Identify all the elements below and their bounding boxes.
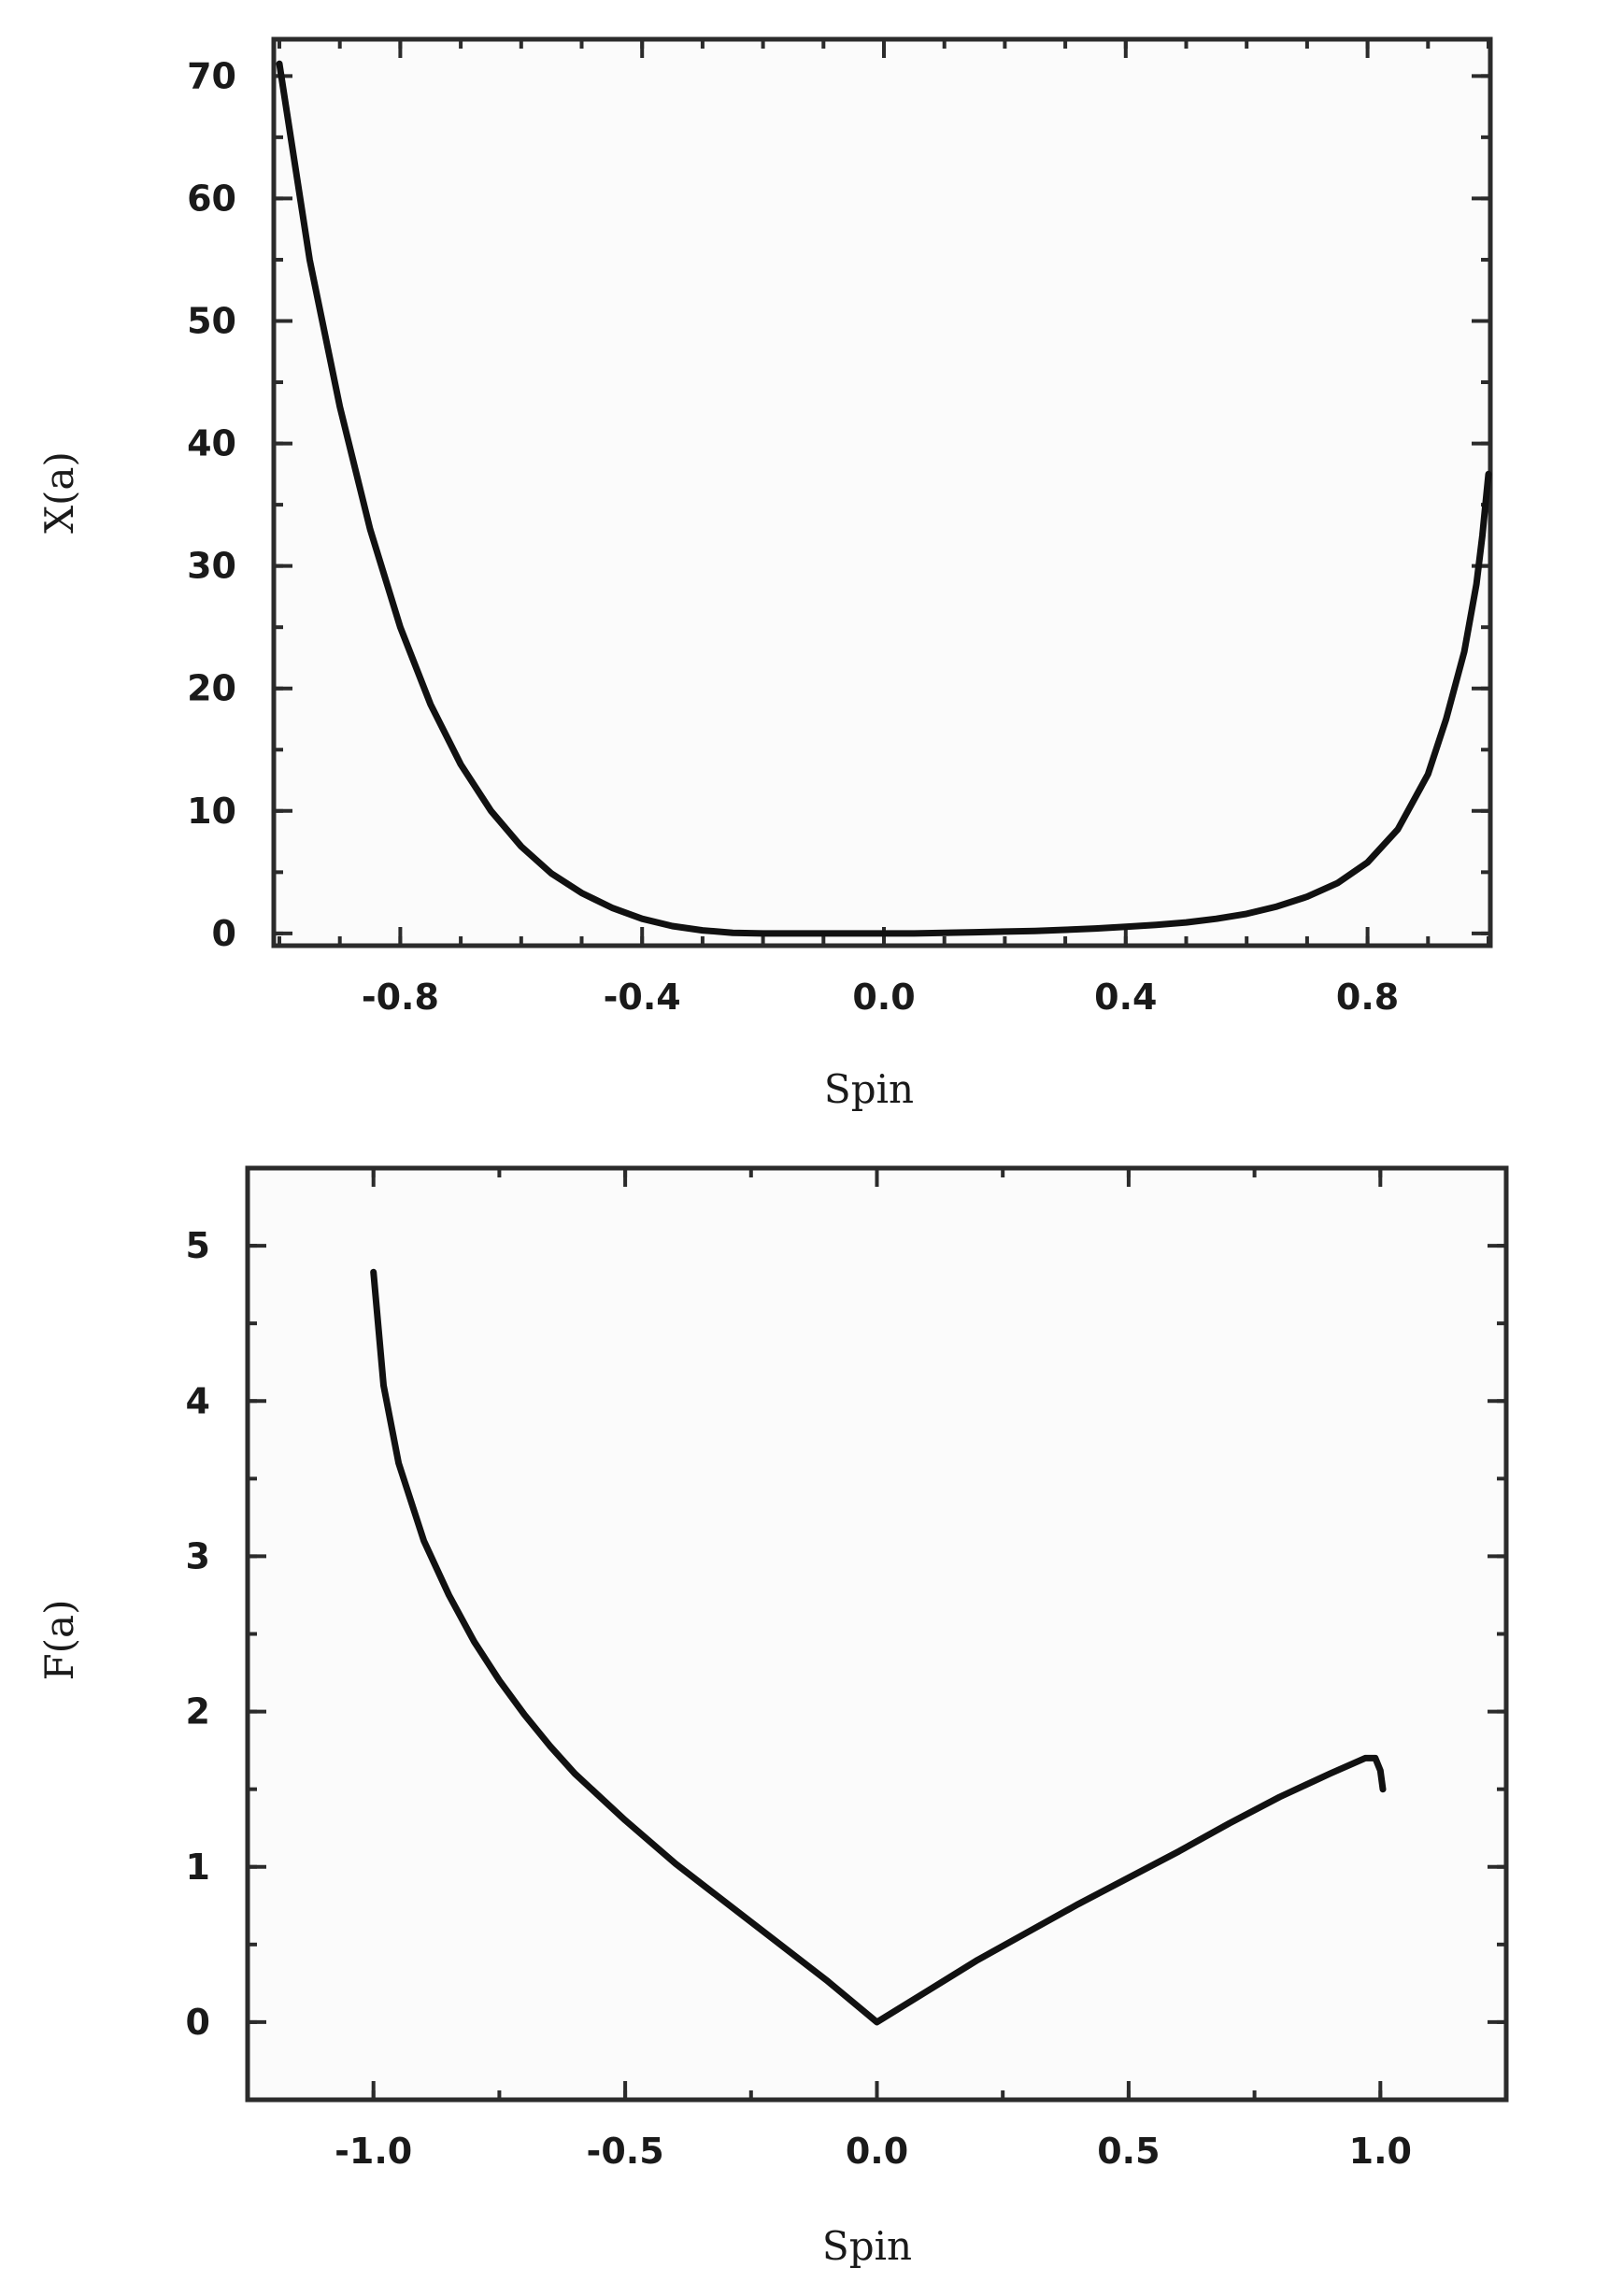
x-tick-label: 1.0 — [1349, 2131, 1412, 2172]
y-tick-label: 2 — [186, 1691, 210, 1733]
x-tick-label: 0.5 — [1097, 2131, 1160, 2172]
y-axis-title: X(a) — [36, 451, 82, 534]
x-tick-label: -0.8 — [362, 977, 439, 1018]
data-line — [370, 1268, 1387, 2026]
y-tick-label: 5 — [186, 1225, 210, 1266]
plot-frame — [271, 36, 1493, 948]
data-line — [276, 60, 1492, 937]
plot-frame — [245, 1165, 1509, 2103]
y-axis-title: F(a) — [36, 1600, 82, 1681]
y-tick-label: 4 — [186, 1380, 210, 1421]
y-tick-label: 1 — [186, 1847, 210, 1888]
axis-ticks — [274, 39, 1490, 946]
y-tick-label: 40 — [187, 423, 236, 464]
x-axis-title: Spin — [824, 1066, 914, 1112]
x-tick-label: 0.0 — [852, 977, 915, 1018]
y-tick-label: 50 — [187, 300, 236, 341]
x-tick-label: -1.0 — [335, 2131, 412, 2172]
y-tick-label: 0 — [212, 913, 236, 954]
y-tick-label: 20 — [187, 668, 236, 709]
chart-f-of-spin: -1.0 -0.5 0.0 0.5 1.0 0 1 2 3 4 5 Spin F(a) — [36, 1165, 1509, 2269]
axis-ticks — [248, 1168, 1506, 2100]
x-axis-title: Spin — [822, 2223, 912, 2269]
x-tick-label: 0.0 — [846, 2131, 908, 2172]
x-tick-label: 0.8 — [1336, 977, 1399, 1018]
x-tick-label: -0.5 — [587, 2131, 664, 2172]
y-tick-label: 60 — [187, 178, 236, 219]
y-tick-label: 70 — [187, 55, 236, 96]
y-tick-label: 10 — [187, 791, 236, 832]
y-tick-label: 30 — [187, 546, 236, 587]
x-tick-label: 0.4 — [1094, 977, 1157, 1018]
tick-labels: -1.0 -0.5 0.0 0.5 1.0 0 1 2 3 4 5 — [186, 1225, 1412, 2172]
tick-labels: -0.8 -0.4 0.0 0.4 0.8 0 10 20 30 40 50 60 70 — [187, 55, 1399, 1018]
y-tick-label: 0 — [186, 2002, 210, 2043]
x-tick-label: -0.4 — [604, 977, 681, 1018]
y-tick-label: 3 — [186, 1535, 210, 1576]
chart-x-of-spin: -0.8 -0.4 0.0 0.4 0.8 0 10 20 30 40 50 60 70 Spin X(… — [36, 36, 1493, 1112]
